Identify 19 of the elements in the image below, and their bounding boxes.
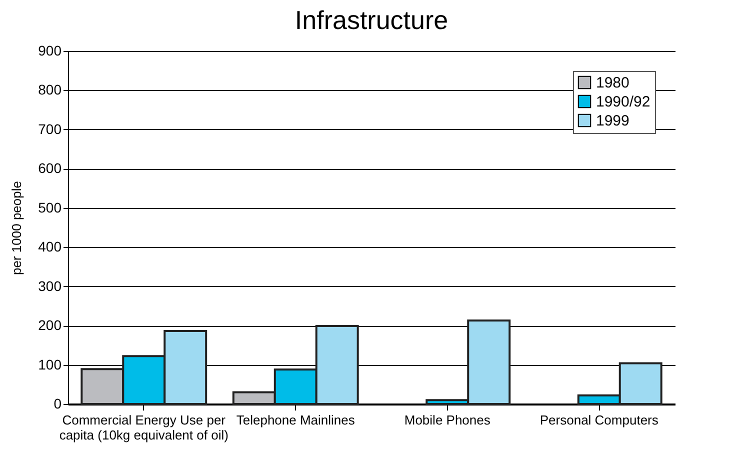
y-tick-label: 700 — [38, 120, 62, 137]
x-tick-label: Commercial Energy Use per capita (10kg equivalent of oil) — [59, 412, 228, 442]
x-tick-label: Telephone Mainlines — [236, 412, 356, 428]
y-tick-label: 300 — [38, 278, 62, 294]
y-tick-label: 400 — [38, 238, 62, 255]
legend-label: 1990/92 — [596, 94, 650, 110]
x-tick-label: Personal Computers — [540, 412, 659, 428]
y-tick-label: 500 — [38, 199, 62, 216]
y-tick-label: 100 — [38, 356, 62, 372]
y-axis-title: per 1000 people — [9, 181, 24, 275]
y-tick-label: 200 — [38, 317, 62, 334]
y-tick-label: 900 — [38, 42, 62, 58]
y-tick-label: 800 — [38, 82, 62, 98]
y-tick-label: 0 — [54, 396, 62, 412]
legend-label: 1999 — [596, 112, 630, 130]
chart-title: Infrastructure — [294, 5, 448, 35]
y-tick-label: 600 — [38, 160, 62, 176]
legend-label: 1980 — [596, 74, 630, 92]
x-tick-label: Mobile Phones — [404, 412, 491, 428]
